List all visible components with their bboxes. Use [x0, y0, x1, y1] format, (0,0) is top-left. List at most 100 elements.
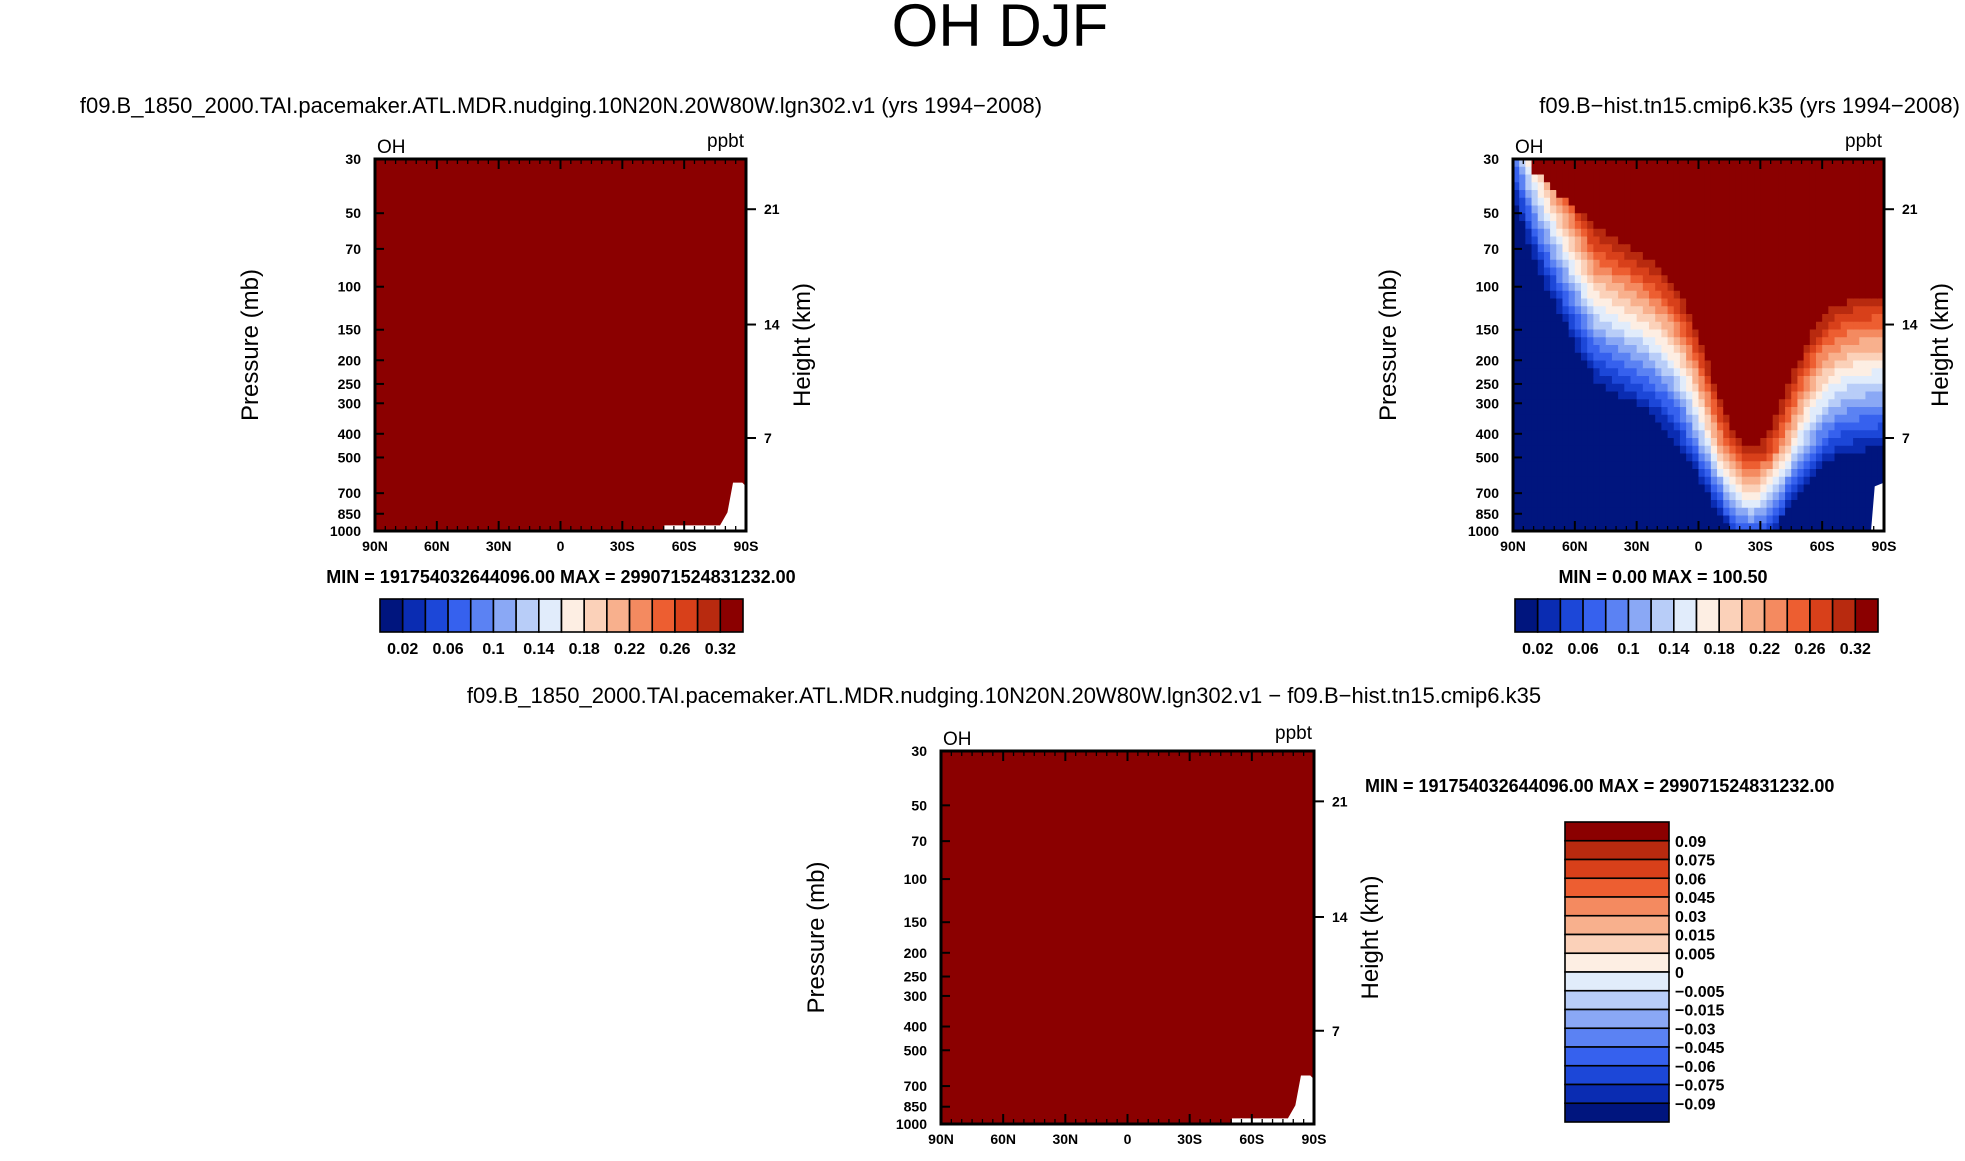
contour-cell: [1543, 174, 1551, 183]
contour-cell: [1772, 283, 1780, 292]
contour-cell: [1710, 236, 1718, 245]
contour-cell: [1649, 383, 1656, 393]
contour-cell: [1599, 337, 1607, 346]
contour-cell: [1692, 259, 1700, 269]
contour-cell: [1729, 283, 1737, 292]
contour-cell: [1859, 321, 1867, 331]
contour-cell: [1655, 523, 1662, 532]
x-tick-label: 30S: [610, 538, 635, 554]
contour-cell: [1636, 376, 1644, 385]
y-tick-label: 500: [904, 1042, 928, 1058]
contour-cell: [1785, 515, 1792, 524]
contour-cell: [1587, 221, 1594, 230]
contour-cell: [1686, 445, 1693, 455]
contour-cell: [1593, 445, 1601, 455]
contour-cell: [1519, 190, 1526, 199]
contour-cell: [1556, 438, 1564, 447]
contour-cell: [1809, 190, 1817, 199]
contour-cell: [1543, 259, 1551, 269]
contour-cell: [1710, 430, 1718, 439]
contour-cell: [1642, 376, 1650, 385]
contour-cell: [1710, 352, 1718, 362]
contour-cell: [1661, 476, 1669, 486]
contour-cell: [1803, 438, 1811, 447]
contour-cell: [1797, 174, 1805, 183]
contour-cell: [1741, 283, 1749, 292]
contour-cell: [1859, 205, 1867, 214]
panels: f09.B_1850_2000.TAI.pacemaker.ATL.MDR.nu…: [80, 93, 1960, 1147]
colorbar-label: 0.03: [1675, 909, 1706, 926]
contour-cell: [1766, 515, 1774, 524]
contour-cell: [1815, 352, 1823, 362]
colorbar-swatch: [651, 598, 676, 633]
contour-cell: [1513, 523, 1520, 532]
contour-cell: [1673, 259, 1681, 269]
contour-cell: [1587, 205, 1594, 214]
contour-cell: [1593, 484, 1601, 493]
contour-cell: [1822, 298, 1829, 307]
contour-cell: [1649, 469, 1656, 478]
contour-cell: [1846, 360, 1854, 369]
contour-cell: [1525, 174, 1533, 183]
contour-cell: [1704, 321, 1712, 331]
contour-cell: [1673, 221, 1681, 230]
contour-cell: [1562, 492, 1570, 501]
contour-cell: [1624, 275, 1632, 284]
contour-cell: [1877, 275, 1885, 284]
contour-cell: [1710, 476, 1718, 486]
contour-cell: [1655, 352, 1662, 362]
contour-cell: [1673, 329, 1681, 338]
contour-cell: [1809, 290, 1817, 300]
contour-cell: [1723, 190, 1731, 199]
contour-cell: [1593, 383, 1601, 393]
contour-cell: [1686, 252, 1693, 261]
contour-cell: [1717, 182, 1724, 191]
contour-cell: [1865, 166, 1873, 176]
contour-cell: [1686, 337, 1693, 346]
contour-cell: [1791, 205, 1799, 214]
contour-cell: [1828, 314, 1836, 323]
contour-cell: [1766, 221, 1774, 230]
contour-cell: [1587, 236, 1594, 245]
contour-cell: [1692, 469, 1700, 478]
contour-cell: [1834, 283, 1842, 292]
contour-cell: [1809, 283, 1817, 292]
y-axis-label: Pressure (mb): [803, 861, 830, 1013]
contour-cell: [1704, 515, 1712, 524]
contour-cell: [1642, 159, 1650, 168]
contour-cell: [1543, 298, 1551, 307]
contour-cell: [1766, 275, 1774, 284]
contour-cell: [1679, 507, 1687, 517]
contour-cell: [1655, 321, 1662, 331]
contour-cell: [1692, 321, 1700, 331]
chart-panel-2: f09.B−hist.tn15.cmip6.k35 (yrs 1994−2008…: [1375, 93, 1960, 658]
contour-cell: [1574, 244, 1582, 253]
contour-cell: [1859, 515, 1867, 524]
contour-cell: [1618, 174, 1625, 183]
contour-cell: [1877, 283, 1885, 292]
contour-cell: [1871, 321, 1879, 331]
contour-cell: [1679, 414, 1687, 424]
contour-cell: [1686, 422, 1693, 431]
contour-cell: [1717, 329, 1724, 338]
contour-cell: [1543, 197, 1551, 207]
contour-cell: [1772, 461, 1780, 470]
contour-cell: [1679, 391, 1687, 400]
contour-cell: [1686, 368, 1693, 377]
contour-cell: [1704, 236, 1712, 245]
contour-cell: [1611, 352, 1619, 362]
contour-cell: [1624, 507, 1632, 517]
contour-cell: [1747, 190, 1755, 199]
contour-cell: [1649, 476, 1656, 486]
contour-cell: [1679, 236, 1687, 245]
contour-cell: [1630, 399, 1638, 408]
contour-cell: [1537, 259, 1545, 269]
contour-cell: [1717, 507, 1724, 517]
contour-cell: [1599, 414, 1607, 424]
contour-cell: [1698, 159, 1706, 168]
contour-cell: [1871, 244, 1879, 253]
contour-cell: [1766, 399, 1774, 408]
contour-cell: [1797, 391, 1805, 400]
contour-cell: [1803, 236, 1811, 245]
contour-cell: [1846, 228, 1854, 238]
